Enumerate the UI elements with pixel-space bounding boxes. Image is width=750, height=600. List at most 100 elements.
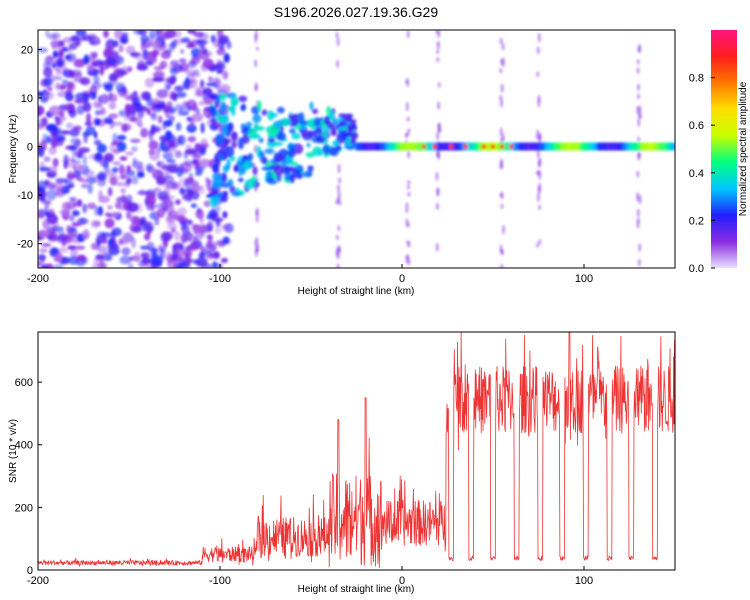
heatmap-cell — [179, 187, 185, 195]
heatmap-cell — [117, 134, 127, 141]
heatmap-cell — [43, 156, 51, 162]
heatmap-cell — [176, 248, 186, 257]
heatmap-cell — [636, 59, 640, 65]
heatmap-cell — [97, 245, 108, 254]
heatmap-cell — [107, 243, 120, 250]
heatmap-cell — [158, 244, 164, 253]
heatmap-cell — [73, 60, 85, 68]
heatmap-cell — [140, 91, 150, 101]
heatmap-cell — [38, 208, 46, 217]
heatmap-cell — [119, 35, 129, 45]
heatmap-cell — [227, 178, 234, 188]
heatmap-cell — [212, 195, 220, 203]
heatmap-cell — [337, 190, 341, 200]
heatmap-cell — [140, 44, 147, 52]
heatmap-cell — [191, 189, 200, 201]
heatmap-cell — [96, 173, 102, 181]
heatmap-cell — [61, 79, 69, 85]
heatmap-cell — [200, 122, 205, 134]
heatmap-cell — [121, 123, 129, 133]
heatmap-cell — [38, 229, 50, 238]
heatmap-cell — [65, 92, 74, 102]
heatmap-cell — [291, 132, 301, 140]
heatmap-cell — [218, 153, 224, 162]
heatmap-cell — [74, 245, 86, 250]
heatmap-cell — [207, 93, 217, 99]
heatmap-cell — [536, 149, 540, 159]
heatmap-cell — [64, 103, 76, 111]
heatmap-cell — [199, 216, 204, 224]
heatmap-cell — [182, 101, 191, 107]
heatmap-cell — [211, 182, 222, 190]
heatmap-cell — [185, 144, 192, 150]
heatmap-cell — [287, 117, 299, 127]
heatmap-cell — [209, 117, 218, 124]
heatmap-cell — [41, 117, 48, 127]
heatmap-cell — [437, 82, 441, 88]
heatmap-cell — [172, 38, 178, 45]
heatmap-cell — [226, 40, 232, 50]
heatmap-cell — [203, 143, 209, 148]
heatmap-cell — [499, 67, 503, 74]
heatmap-cell — [107, 187, 113, 197]
heatmap-cell — [39, 166, 51, 172]
heatmap-cell — [284, 165, 291, 175]
heatmap-cell — [636, 220, 640, 229]
colorbar-tick-label: 0.4 — [689, 168, 704, 180]
heatmap-cell — [140, 34, 149, 43]
heatmap-cell — [254, 30, 258, 40]
heatmap-cell — [58, 110, 65, 118]
heatmap-cell — [46, 213, 59, 225]
heatmap-cell — [231, 140, 238, 149]
heatmap-cell — [435, 242, 439, 252]
heatmap-cell — [110, 50, 119, 59]
heatmap-cell — [54, 252, 63, 263]
heatmap-cell — [195, 257, 208, 267]
heatmap-cell — [72, 125, 83, 131]
heatmap-cell — [127, 202, 139, 213]
heatmap-cell — [55, 68, 61, 75]
heatmap-cell — [258, 150, 264, 158]
heatmap-cell — [197, 224, 208, 234]
heatmap-cell — [92, 39, 101, 45]
spectrogram-cells — [38, 30, 675, 268]
spectrogram-y-tick-label: -20 — [17, 239, 33, 251]
heatmap-cell — [107, 205, 113, 211]
heatmap-cell — [61, 201, 71, 212]
heatmap-cell — [323, 143, 330, 155]
heatmap-cell — [342, 129, 348, 142]
heatmap-cell — [670, 142, 675, 151]
heatmap-cell — [288, 114, 299, 119]
heatmap-cell — [214, 227, 222, 234]
heatmap-cell — [60, 130, 70, 135]
heatmap-cell — [273, 163, 284, 176]
heatmap-cell — [82, 101, 92, 113]
heatmap-cell — [508, 144, 514, 149]
heatmap-cell — [212, 163, 219, 172]
heatmap-cell — [188, 176, 193, 185]
spectrogram-x-tick-label: 100 — [575, 273, 593, 285]
heatmap-cell — [337, 163, 341, 174]
heatmap-cell — [38, 47, 48, 54]
heatmap-cell — [125, 151, 134, 156]
heatmap-cell — [58, 116, 67, 121]
heatmap-cell — [220, 195, 228, 203]
heatmap-cell — [56, 44, 67, 52]
snr-y-label: SNR (10 * v/v) — [8, 419, 19, 483]
heatmap-cell — [127, 106, 137, 115]
heatmap-cell — [125, 45, 136, 55]
heatmap-cell — [164, 81, 172, 92]
heatmap-cell — [62, 208, 71, 217]
heatmap-cell — [46, 181, 54, 188]
spectrogram-x-label: Height of straight line (km) — [298, 286, 415, 297]
heatmap-cell — [124, 111, 129, 122]
heatmap-cell — [252, 113, 262, 123]
heatmap-cell — [174, 85, 185, 92]
heatmap-cell — [500, 83, 504, 93]
heatmap-cell — [407, 128, 411, 134]
heatmap-cell — [175, 199, 181, 206]
heatmap-cell — [287, 143, 298, 150]
heatmap-cell — [118, 164, 125, 176]
heatmap-cell — [45, 123, 58, 132]
